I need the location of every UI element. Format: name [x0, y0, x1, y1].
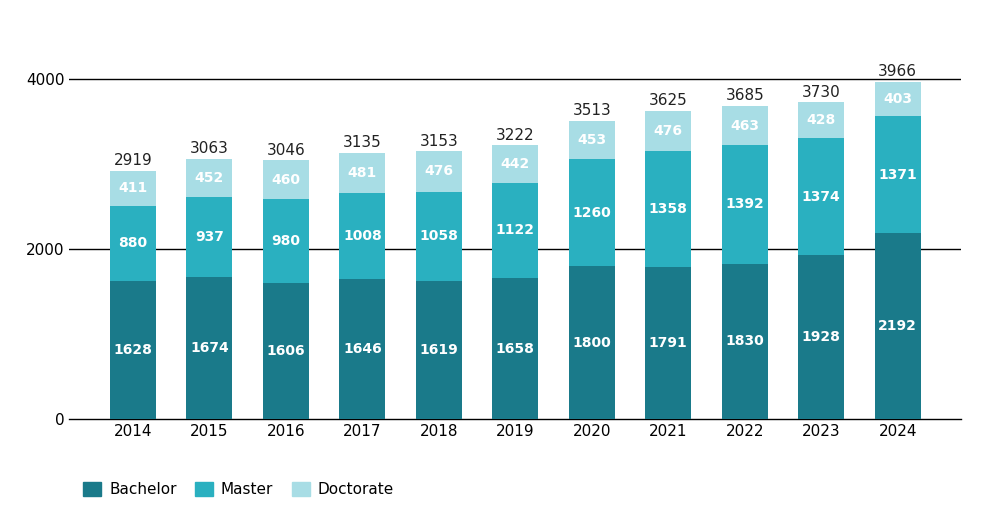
- Text: 1830: 1830: [725, 334, 764, 349]
- Text: 3135: 3135: [343, 135, 382, 150]
- Text: 403: 403: [883, 92, 913, 106]
- Bar: [645, 111, 692, 151]
- Bar: [799, 138, 844, 255]
- Bar: [493, 145, 538, 183]
- Text: 460: 460: [272, 173, 300, 187]
- Text: 3153: 3153: [419, 133, 458, 149]
- Bar: [875, 82, 921, 117]
- Text: 3063: 3063: [190, 141, 229, 156]
- Text: 3513: 3513: [573, 103, 611, 118]
- Bar: [416, 151, 462, 192]
- Text: 1674: 1674: [190, 341, 229, 355]
- Bar: [186, 159, 232, 197]
- Text: 1371: 1371: [878, 168, 917, 181]
- Bar: [110, 171, 156, 206]
- Text: 3730: 3730: [802, 84, 840, 100]
- Text: 1928: 1928: [802, 330, 840, 344]
- Bar: [875, 233, 921, 419]
- Bar: [493, 278, 538, 419]
- Text: 1122: 1122: [496, 223, 535, 238]
- Text: 452: 452: [194, 171, 224, 185]
- Text: 1392: 1392: [725, 197, 764, 212]
- Text: 1260: 1260: [573, 205, 611, 220]
- Text: 3685: 3685: [725, 88, 764, 103]
- Bar: [569, 266, 614, 419]
- Bar: [721, 145, 768, 264]
- Legend: Bachelor, Master, Doctorate: Bachelor, Master, Doctorate: [77, 476, 400, 503]
- Text: 481: 481: [348, 166, 377, 180]
- Text: 3625: 3625: [649, 94, 688, 108]
- Text: 3966: 3966: [878, 64, 918, 79]
- Text: 880: 880: [118, 236, 148, 250]
- Text: 1058: 1058: [419, 229, 458, 244]
- Bar: [416, 282, 462, 419]
- Bar: [263, 199, 309, 283]
- Bar: [339, 279, 385, 419]
- Text: 3222: 3222: [496, 128, 534, 143]
- Bar: [799, 255, 844, 419]
- Text: 463: 463: [730, 119, 759, 132]
- Bar: [263, 283, 309, 419]
- Text: 453: 453: [577, 133, 606, 147]
- Bar: [339, 153, 385, 194]
- Bar: [110, 206, 156, 281]
- Text: 442: 442: [500, 157, 530, 171]
- Bar: [645, 151, 692, 267]
- Bar: [186, 277, 232, 419]
- Text: 1374: 1374: [802, 190, 840, 204]
- Bar: [186, 197, 232, 277]
- Text: 2919: 2919: [114, 153, 153, 169]
- Text: 3046: 3046: [267, 143, 305, 157]
- Bar: [875, 117, 921, 233]
- Text: 428: 428: [807, 113, 836, 127]
- Text: 1628: 1628: [113, 343, 153, 357]
- Bar: [569, 159, 614, 266]
- Bar: [645, 267, 692, 419]
- Bar: [721, 106, 768, 145]
- Text: 1606: 1606: [267, 344, 305, 358]
- Bar: [493, 183, 538, 278]
- Text: 411: 411: [118, 181, 148, 195]
- Text: 476: 476: [654, 124, 683, 138]
- Text: 1619: 1619: [419, 343, 458, 357]
- Text: 1358: 1358: [649, 202, 688, 216]
- Text: 980: 980: [272, 234, 300, 248]
- Bar: [569, 121, 614, 159]
- Text: 1646: 1646: [343, 342, 382, 356]
- Text: 1658: 1658: [496, 341, 535, 356]
- Bar: [416, 192, 462, 282]
- Bar: [110, 281, 156, 419]
- Bar: [263, 160, 309, 199]
- Bar: [339, 194, 385, 279]
- Bar: [799, 102, 844, 138]
- Text: 937: 937: [195, 230, 224, 244]
- Bar: [721, 264, 768, 419]
- Text: 476: 476: [424, 165, 453, 178]
- Text: 1800: 1800: [573, 336, 611, 350]
- Text: 2192: 2192: [878, 319, 918, 333]
- Text: 1791: 1791: [649, 336, 688, 350]
- Text: 1008: 1008: [343, 229, 382, 243]
